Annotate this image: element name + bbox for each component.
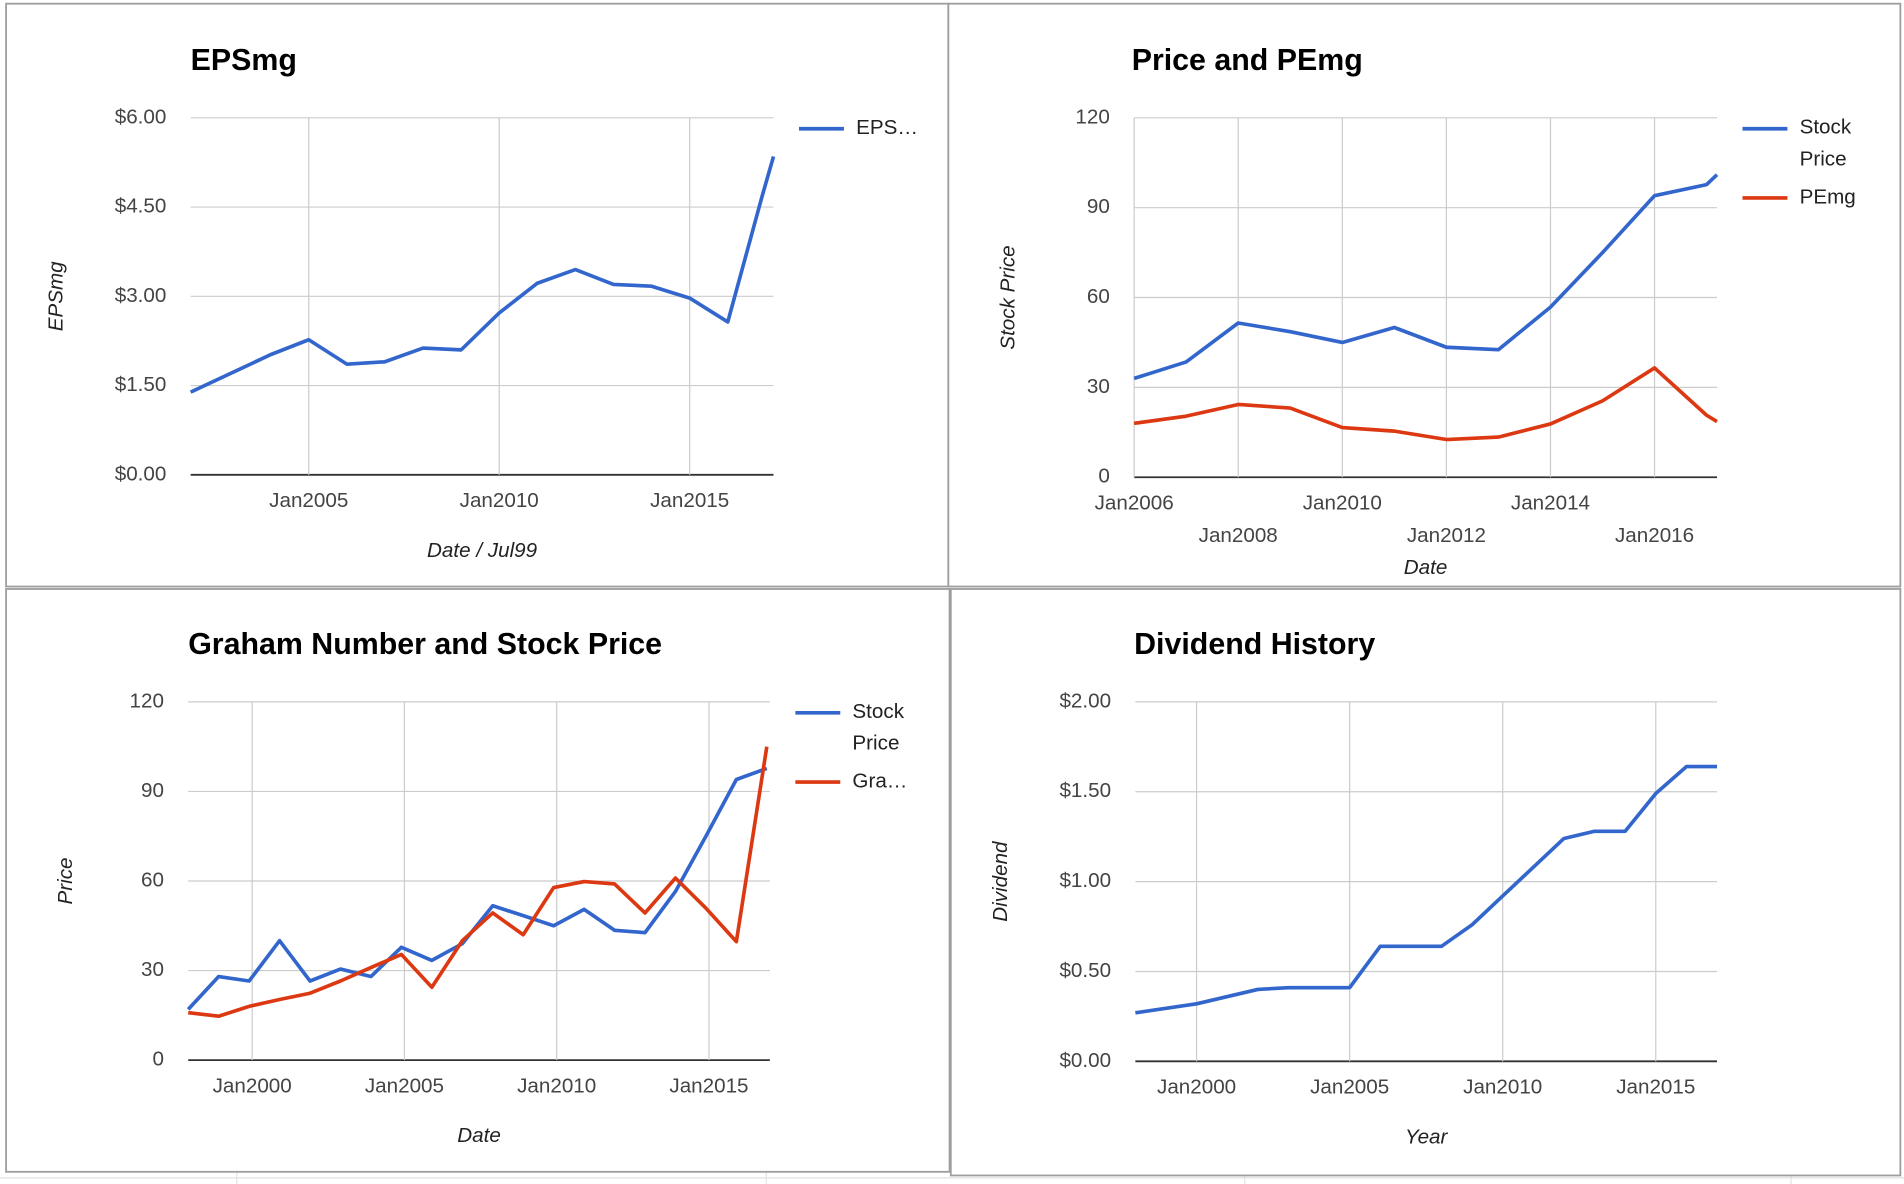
y-tick-label: $1.00	[1059, 869, 1111, 892]
panel-borders	[5, 2, 1902, 1177]
series-line	[1135, 764, 1717, 1015]
chart: Price and PEmg 0 30 60 90 120 Jan2006 Jan2008 Ja…	[997, 44, 1857, 579]
y-tick-label: 90	[1087, 195, 1110, 218]
x-tick-label: Jan2010	[460, 489, 539, 512]
x-tick-label: Jan2006	[1095, 491, 1174, 514]
legend-label: Stock Price	[852, 700, 909, 755]
legend-label: PEmg	[1800, 185, 1856, 208]
y-tick-label: 60	[1087, 285, 1110, 308]
legend-label: EPS…	[856, 116, 918, 139]
x-axis-title: Date	[457, 1124, 501, 1147]
y-axis-title: Price	[54, 857, 77, 904]
y-tick-label: $4.50	[115, 195, 167, 218]
y-axis-title: Dividend	[989, 840, 1012, 922]
x-tick-label: Jan2012	[1407, 524, 1486, 547]
y-tick-label: 90	[141, 779, 164, 802]
y-tick-label: 120	[130, 689, 164, 712]
x-tick-label: Jan2000	[213, 1074, 292, 1097]
x-axis-title: Date	[1404, 556, 1448, 579]
y-tick-label: 120	[1075, 105, 1109, 128]
x-tick-label: Jan2010	[517, 1074, 596, 1097]
legend-label: Gra…	[852, 769, 907, 792]
chart-title: Graham Number and Stock Price	[188, 628, 662, 661]
x-tick-label: Jan2010	[1303, 491, 1382, 514]
x-tick-label: Jan2014	[1511, 491, 1590, 514]
y-tick-label: 0	[1098, 465, 1109, 488]
series-line	[189, 155, 776, 394]
y-tick-label: $2.00	[1059, 689, 1111, 712]
y-tick-label: $6.00	[115, 105, 167, 128]
y-tick-label: $1.50	[115, 373, 167, 396]
x-tick-label: Jan2000	[1157, 1075, 1236, 1098]
y-tick-label: $3.00	[115, 284, 167, 307]
series-line	[1133, 173, 1719, 381]
y-tick-label: $0.00	[115, 462, 167, 485]
x-tick-label: Jan2016	[1615, 524, 1694, 547]
y-axis-title: Stock Price	[997, 245, 1020, 349]
y-tick-label: $0.00	[1059, 1049, 1111, 1072]
x-tick-label: Jan2015	[650, 489, 729, 512]
series-line	[1133, 366, 1718, 442]
x-tick-label: Jan2015	[669, 1074, 748, 1097]
y-tick-label: 0	[152, 1048, 163, 1071]
chart: Dividend History $0.00 $0.50 $1.00 $1.50 $2.0…	[989, 628, 1717, 1148]
x-axis-title: Date / Jul99	[427, 539, 538, 562]
chart: Graham Number and Stock Price 0 30 60 90 120 J…	[54, 628, 910, 1147]
chart-title: Dividend History	[1134, 628, 1375, 661]
x-tick-label: Jan2005	[365, 1074, 444, 1097]
y-tick-label: 30	[1087, 375, 1110, 398]
y-axis-title: EPSmg	[45, 261, 68, 331]
chart-title: EPSmg	[191, 44, 297, 77]
x-axis-title: Year	[1405, 1125, 1449, 1148]
x-tick-label: Jan2015	[1616, 1075, 1695, 1098]
legend-label: Stock Price	[1800, 116, 1857, 171]
y-tick-label: 30	[141, 958, 164, 981]
series-line	[188, 746, 769, 1019]
y-tick-label: $1.50	[1059, 779, 1111, 802]
x-tick-label: Jan2008	[1199, 524, 1278, 547]
x-tick-label: Jan2005	[1310, 1075, 1389, 1098]
chart-title: Price and PEmg	[1132, 44, 1363, 77]
chart: EPSmg $0.00 $1.50 $3.00 $4.50 $6.00 Jan2005 Jan…	[45, 44, 918, 562]
y-tick-label: 60	[141, 868, 164, 891]
y-tick-label: $0.50	[1059, 959, 1111, 982]
x-tick-label: Jan2010	[1463, 1075, 1542, 1098]
x-tick-label: Jan2005	[269, 489, 348, 512]
